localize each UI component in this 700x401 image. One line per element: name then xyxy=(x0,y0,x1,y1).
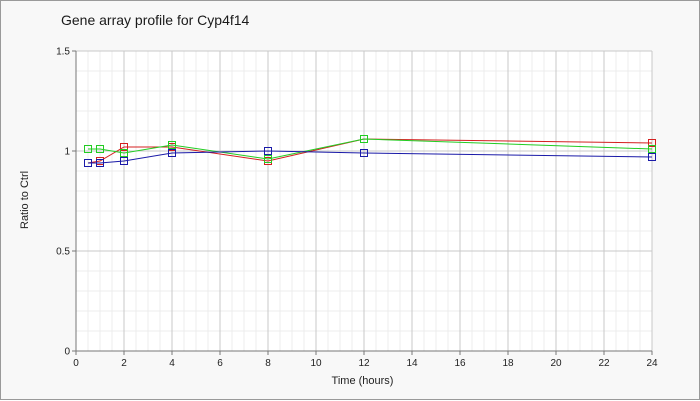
series-2-marker xyxy=(360,135,368,143)
x-tick-label: 24 xyxy=(646,358,658,369)
y-axis-title: Ratio to Ctrl xyxy=(19,170,31,229)
x-tick-label: 0 xyxy=(73,358,79,369)
series-2-marker xyxy=(168,141,176,149)
y-tick-label: 0.5 xyxy=(56,247,70,258)
x-axis-title: Time (hours) xyxy=(331,375,394,387)
x-tick-label: 22 xyxy=(598,358,610,369)
series-1-marker xyxy=(120,143,128,151)
series-line-2 xyxy=(88,138,653,160)
series-3-marker xyxy=(360,149,368,157)
series-2-marker xyxy=(264,155,272,163)
x-tick-label: 8 xyxy=(265,358,271,369)
series-2-marker xyxy=(120,149,128,157)
series-2-marker xyxy=(648,145,656,153)
series-3-marker xyxy=(96,159,104,167)
series-3-marker xyxy=(264,147,272,155)
series-3-marker xyxy=(120,157,128,165)
series-1-marker xyxy=(648,139,656,147)
y-tick-label: 0 xyxy=(64,347,70,358)
x-tick-label: 12 xyxy=(358,358,370,369)
y-tick-label: 1 xyxy=(64,147,70,158)
x-tick-label: 14 xyxy=(406,358,418,369)
series-3-marker xyxy=(84,159,92,167)
series-2-marker xyxy=(96,145,104,153)
x-tick-label: 16 xyxy=(454,358,466,369)
series-2-marker xyxy=(84,145,92,153)
chart-title: Gene array profile for Cyp4f14 xyxy=(61,12,250,28)
series-3-marker xyxy=(648,153,656,161)
x-tick-label: 20 xyxy=(550,358,562,369)
x-tick-label: 6 xyxy=(217,358,223,369)
x-tick-label: 18 xyxy=(502,358,514,369)
y-tick-label: 1.5 xyxy=(56,47,70,58)
x-tick-label: 10 xyxy=(310,358,322,369)
x-tick-label: 2 xyxy=(121,358,127,369)
series-3-marker xyxy=(168,149,176,157)
series-line-3 xyxy=(88,150,653,164)
x-tick-label: 4 xyxy=(169,358,175,369)
